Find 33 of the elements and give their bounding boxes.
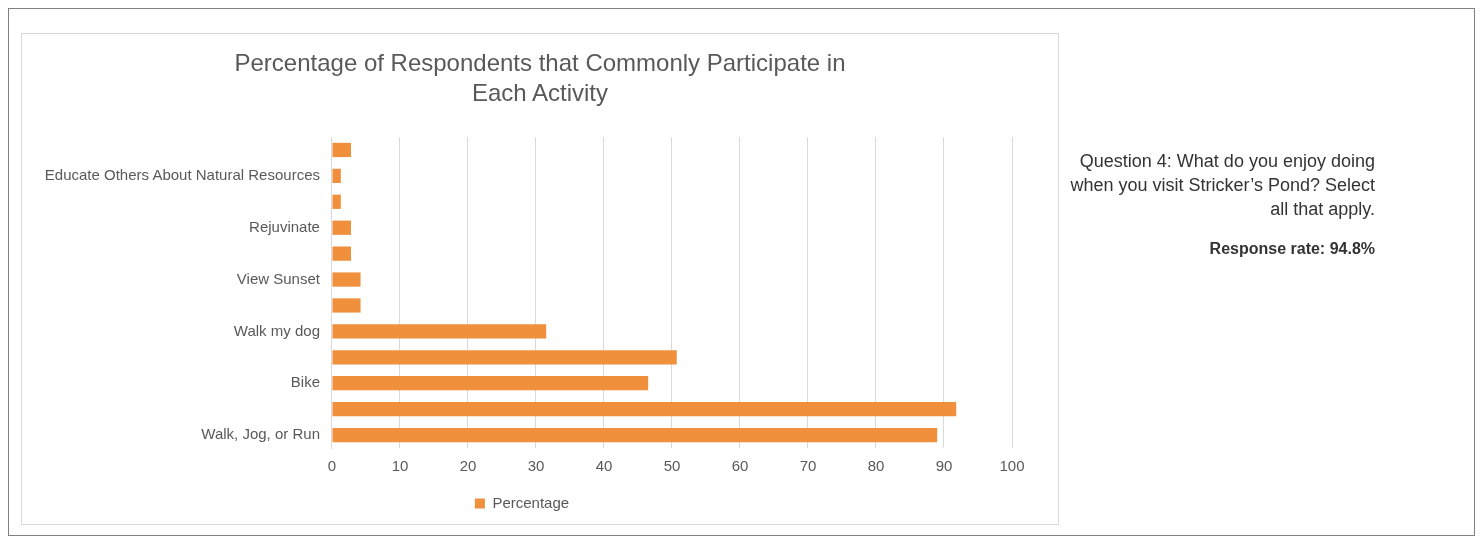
bar [332,272,361,287]
bar [332,246,352,261]
bar [332,402,957,417]
x-tick-label: 60 [731,457,749,475]
bar [332,142,352,158]
bar [332,220,352,235]
bar [332,194,341,209]
y-tick-label: Walk, Jog, or Run [201,425,320,443]
x-tick-label: 30 [527,457,545,475]
bar [332,324,547,339]
text: Question 4: What do you enjoy doing when you visit Stricker’s Pond? Select all that apply. [1069,150,1375,221]
bar [332,376,649,391]
chart-title: Percentage of Respondents that Commonly Participate in Each Activity [233,48,847,108]
x-tick-label: 50 [663,457,681,475]
x-tick-label: 80 [867,457,885,475]
bar [332,427,938,443]
x-tick-label: 100 [999,457,1025,475]
x-tick-label: 20 [459,457,477,475]
x-tick-label: 70 [799,457,817,475]
x-tick-label: 0 [327,457,337,475]
x-tick-label: 40 [595,457,613,475]
y-tick-label: Walk my dog [233,321,320,339]
y-tick-label: Bike [290,373,320,391]
x-tick-label: 10 [391,457,409,475]
y-tick-label: Educate Others About Natural Resources [44,166,320,184]
y-tick-label: Rejuvinate [249,217,320,235]
legend-label: Percentage [492,493,570,511]
bar [332,350,677,365]
bar [332,168,341,183]
y-tick-label: View Sunset [236,269,321,287]
text: Response rate: 94.8% [1208,239,1375,259]
x-tick-label: 90 [935,457,953,475]
bar [332,298,361,313]
